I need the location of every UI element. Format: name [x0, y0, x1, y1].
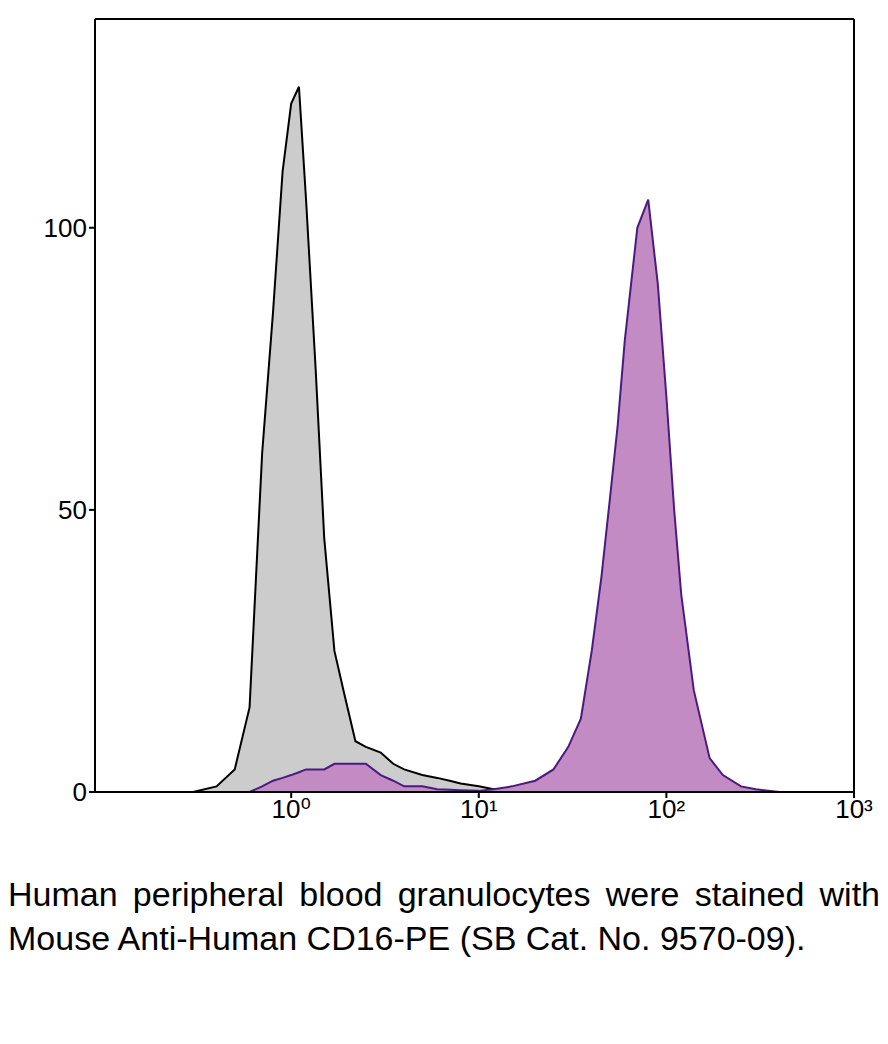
svg-text:0: 0	[73, 777, 87, 807]
svg-text:10¹: 10¹	[460, 794, 498, 824]
svg-text:10⁰: 10⁰	[272, 794, 311, 824]
svg-text:100: 100	[44, 213, 87, 243]
svg-text:10²: 10²	[648, 794, 686, 824]
svg-text:50: 50	[58, 495, 87, 525]
html-text:Human peripheral blood granulo: Human peripheral blood granulocytes were…	[8, 875, 880, 957]
svg-text:10³: 10³	[835, 794, 873, 824]
